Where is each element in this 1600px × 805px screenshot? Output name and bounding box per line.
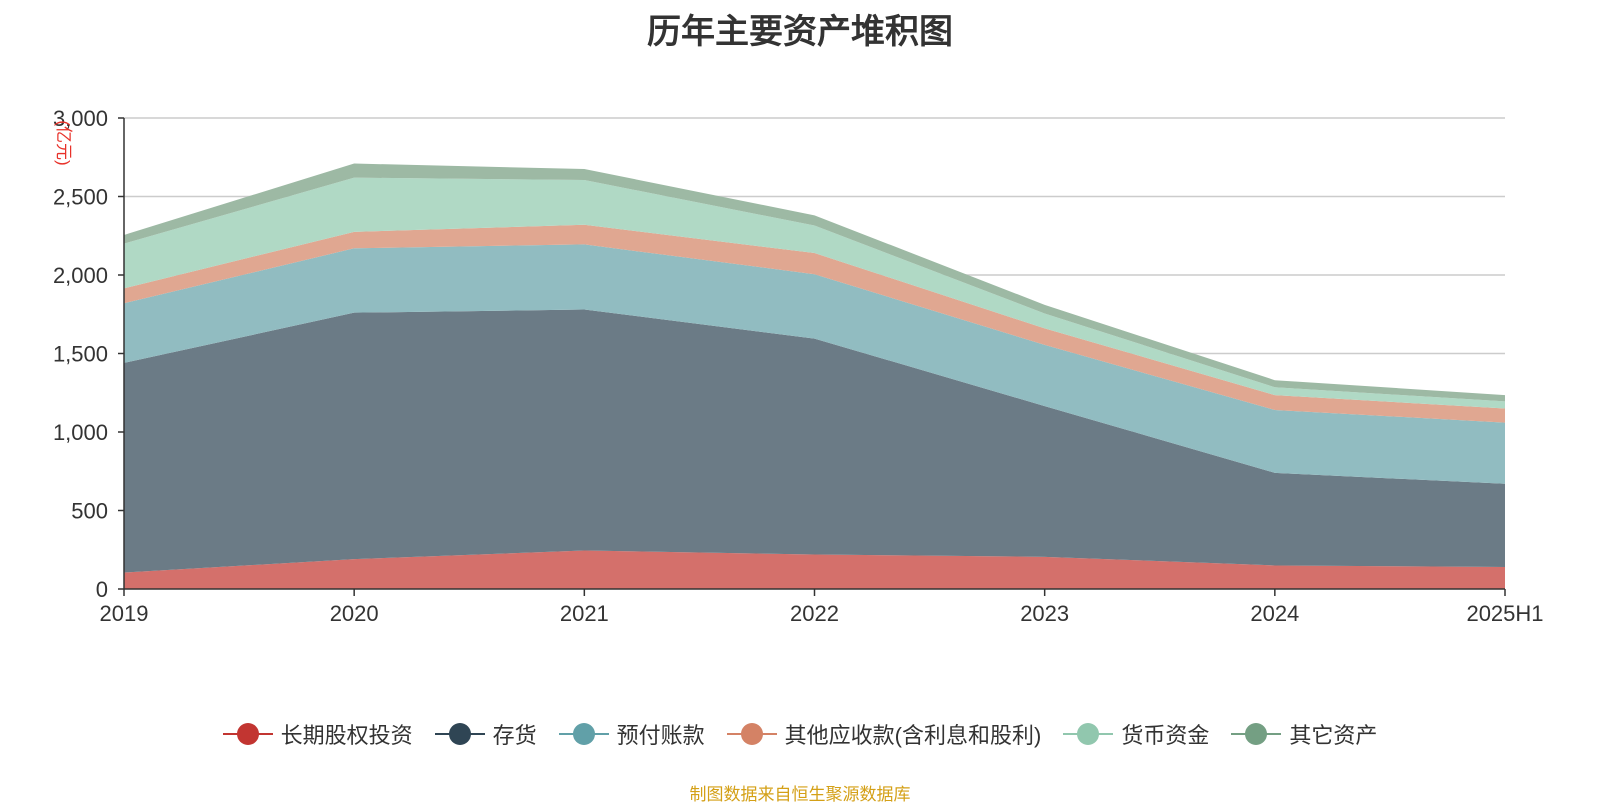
legend-label: 其它资产 — [1289, 723, 1378, 748]
legend-item-5[interactable]: 其它资产 — [1231, 718, 1377, 750]
legend-label: 预付账款 — [616, 723, 705, 748]
x-tick-label: 2024 — [1250, 601, 1299, 626]
area-series-1 — [124, 309, 1505, 573]
x-tick-label: 2023 — [1020, 601, 1069, 626]
y-tick-label: 2,000 — [53, 263, 108, 288]
legend-marker-icon — [558, 722, 609, 746]
legend-label: 其他应收款(含利息和股利) — [784, 723, 1042, 748]
legend-label: 货币资金 — [1121, 723, 1210, 748]
x-tick-label: 2019 — [100, 601, 149, 626]
area-series-4 — [124, 177, 1505, 409]
legend-item-1[interactable]: 存货 — [434, 718, 537, 750]
legend: 长期股权投资 存货 预付账款 其他应收款(含利息和股利) 货币资金 其它资产 — [0, 718, 1600, 750]
area-series-2 — [124, 244, 1505, 484]
y-axis-unit-label: (亿元) — [54, 120, 73, 165]
legend-item-3[interactable]: 其他应收款(含利息和股利) — [726, 718, 1042, 750]
legend-marker-icon — [726, 722, 777, 746]
legend-marker-icon — [1231, 722, 1282, 746]
area-series-0 — [124, 550, 1505, 589]
legend-marker-icon — [222, 722, 273, 746]
source-note: 制图数据来自恒生聚源数据库 — [689, 785, 911, 804]
y-tick-label: 1,500 — [53, 342, 108, 367]
y-tick-label: 3,000 — [53, 106, 108, 131]
legend-label: 长期股权投资 — [280, 723, 413, 748]
chart-title: 历年主要资产堆积图 — [647, 13, 953, 51]
x-tick-label: 2020 — [330, 601, 379, 626]
x-tick-label: 2022 — [790, 601, 839, 626]
legend-item-0[interactable]: 长期股权投资 — [222, 718, 413, 750]
legend-item-4[interactable]: 货币资金 — [1063, 718, 1209, 750]
y-tick-label: 0 — [96, 577, 108, 602]
legend-marker-icon — [1063, 722, 1114, 746]
y-tick-label: 1,000 — [53, 420, 108, 445]
area-series-3 — [124, 224, 1505, 423]
x-tick-label: 2025H1 — [1466, 601, 1543, 626]
area-series — [124, 163, 1505, 589]
axes: 0 500 1,000 1,500 2,000 2,500 3,000 2019 2020 202… — [53, 106, 1544, 626]
y-tick-label: 2,500 — [53, 185, 108, 210]
x-tick-label: 2021 — [560, 601, 609, 626]
y-tick-label: 500 — [71, 499, 108, 524]
legend-marker-icon — [434, 722, 485, 746]
legend-item-2[interactable]: 预付账款 — [558, 718, 705, 750]
legend-label: 存货 — [492, 723, 537, 748]
